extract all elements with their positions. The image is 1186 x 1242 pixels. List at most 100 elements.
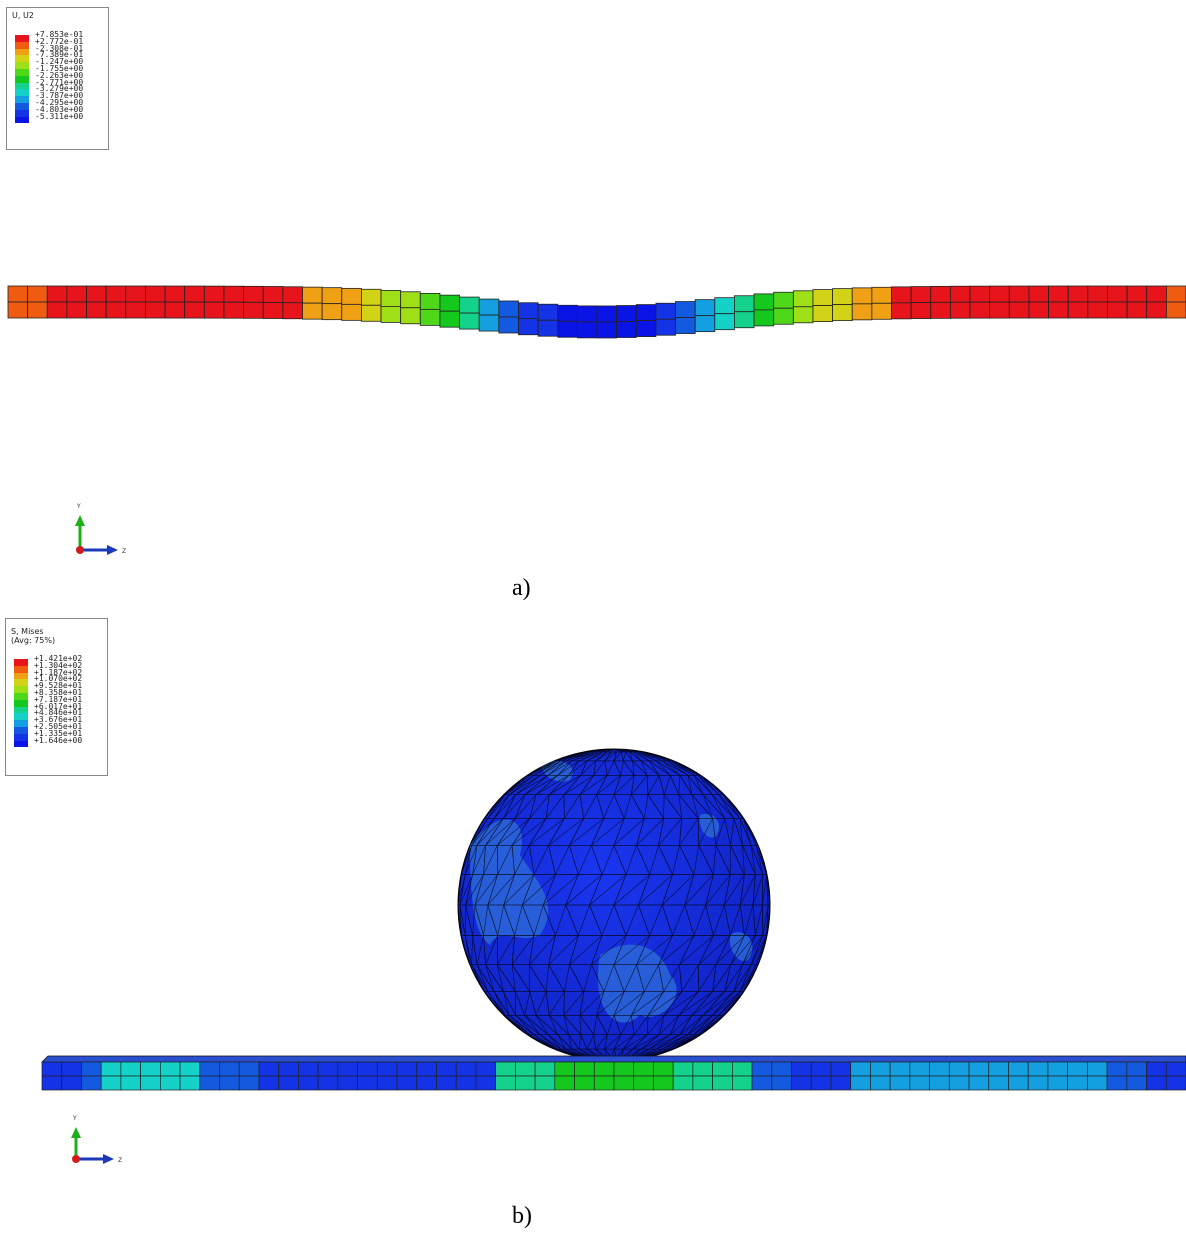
plate-element bbox=[416, 1075, 437, 1091]
legend-swatch bbox=[15, 96, 29, 103]
plate-element bbox=[515, 1061, 536, 1077]
legend-label: +2.505e+01 bbox=[34, 721, 83, 731]
beam-element bbox=[1087, 285, 1108, 303]
plate-element bbox=[179, 1075, 201, 1091]
beam-element bbox=[1028, 285, 1049, 303]
plate-element bbox=[159, 1075, 181, 1091]
plate-element bbox=[751, 1061, 773, 1077]
beam-element bbox=[537, 303, 559, 321]
plate-element bbox=[968, 1061, 990, 1077]
plate-element bbox=[653, 1075, 674, 1091]
axis-triad: Y Z bbox=[71, 1115, 122, 1164]
beam-element bbox=[184, 285, 205, 303]
beam-element bbox=[576, 305, 598, 323]
plate-element bbox=[298, 1061, 319, 1077]
beam-element bbox=[27, 285, 48, 303]
plate-element bbox=[810, 1075, 832, 1091]
legend-swatch bbox=[14, 706, 28, 714]
plate-element bbox=[258, 1061, 280, 1077]
plate-element bbox=[830, 1075, 852, 1091]
beam-element bbox=[871, 302, 892, 320]
plate-element bbox=[1067, 1075, 1088, 1091]
beam-element bbox=[400, 307, 421, 325]
beam-element bbox=[439, 310, 460, 328]
beam-element bbox=[518, 318, 539, 336]
plate-element bbox=[613, 1061, 635, 1077]
plate-element bbox=[376, 1061, 398, 1077]
beam-element bbox=[46, 301, 68, 319]
legend-label: +3.676e+01 bbox=[34, 715, 83, 725]
plate-element bbox=[416, 1061, 437, 1077]
plate-element bbox=[238, 1061, 260, 1077]
plate-element bbox=[1146, 1075, 1167, 1091]
legend-label: +1.187e+02 bbox=[34, 667, 83, 677]
legend-swatch bbox=[15, 62, 29, 69]
legend-swatch bbox=[14, 713, 28, 721]
plate-element bbox=[100, 1061, 122, 1077]
legend-swatch bbox=[15, 82, 29, 90]
legend-label: +1.646e+00 bbox=[34, 735, 83, 745]
beam-element bbox=[478, 298, 500, 316]
axis-y-label: Y bbox=[72, 1115, 77, 1122]
beam-element bbox=[1107, 285, 1128, 303]
plate-element bbox=[653, 1061, 674, 1077]
beam-element bbox=[910, 286, 932, 303]
beam-element bbox=[694, 315, 716, 333]
beam-element bbox=[1146, 301, 1167, 319]
deformed-beam-mesh bbox=[7, 285, 1186, 339]
beam-element bbox=[439, 294, 460, 312]
beam-element bbox=[1008, 301, 1030, 319]
beam-element bbox=[557, 320, 578, 338]
beam-element bbox=[223, 285, 244, 303]
beam-element bbox=[380, 290, 402, 307]
plate-element bbox=[1027, 1061, 1049, 1077]
plate-element bbox=[219, 1075, 240, 1091]
caption-b: b) bbox=[512, 1203, 532, 1229]
beam-element bbox=[832, 288, 853, 306]
plate-element bbox=[41, 1061, 63, 1077]
beam-element bbox=[655, 302, 676, 320]
legend-swatch bbox=[15, 89, 29, 97]
beam-element bbox=[1008, 285, 1030, 303]
beam-element bbox=[871, 286, 892, 304]
legend-swatch bbox=[15, 102, 29, 110]
beam-element bbox=[930, 301, 951, 319]
plate-element bbox=[968, 1075, 990, 1091]
legend-label: +1.304e+02 bbox=[34, 660, 83, 670]
beam-element bbox=[969, 301, 991, 319]
beam-element bbox=[302, 302, 323, 320]
beam-element bbox=[419, 308, 441, 326]
beam-element bbox=[7, 285, 29, 303]
plate-element bbox=[455, 1061, 477, 1077]
beam-element bbox=[243, 301, 264, 319]
legend-swatch bbox=[14, 699, 28, 707]
plate-element bbox=[554, 1061, 575, 1077]
plate-element bbox=[317, 1061, 339, 1077]
plate-element bbox=[495, 1061, 516, 1077]
plate-element bbox=[159, 1061, 181, 1077]
beam-element bbox=[203, 285, 225, 303]
beam-element bbox=[557, 304, 578, 322]
legend-labels: +7.853e-01 +2.772e-01 -2.308e-01 -7.389e-01… bbox=[35, 31, 84, 120]
beam-element bbox=[851, 287, 873, 305]
legend-label: -2.771e+00 bbox=[35, 77, 84, 87]
legend-title: U, U2 bbox=[12, 11, 34, 20]
legend-label: +4.846e+01 bbox=[34, 708, 83, 718]
beam-element bbox=[675, 317, 696, 334]
beam-element bbox=[321, 303, 343, 321]
legend-label: +2.772e-01 bbox=[35, 36, 84, 46]
plate-element bbox=[889, 1061, 911, 1077]
legend-swatch bbox=[15, 48, 29, 56]
beam-element bbox=[1067, 301, 1089, 319]
beam-element bbox=[262, 286, 284, 303]
plate-element bbox=[140, 1061, 161, 1077]
impactor-sphere bbox=[457, 748, 771, 1062]
beam-element bbox=[616, 305, 637, 322]
beam-element bbox=[1048, 285, 1069, 303]
legend-label: -4.803e+00 bbox=[35, 104, 84, 114]
beam-element bbox=[66, 301, 87, 319]
legend-label: -2.263e+00 bbox=[35, 70, 84, 80]
plate-element bbox=[357, 1061, 378, 1077]
beam-element bbox=[910, 302, 932, 319]
legend-label: -3.279e+00 bbox=[35, 84, 84, 94]
